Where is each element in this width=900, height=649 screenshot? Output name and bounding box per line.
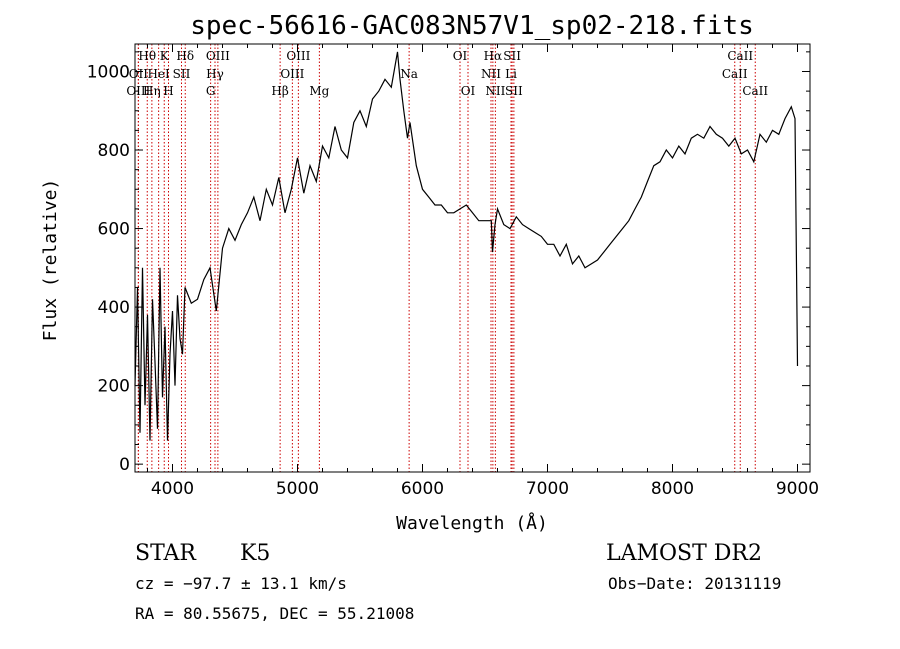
x-axis-ticks: 4000 5000 6000 7000 8000 9000 <box>147 44 819 499</box>
spectral-line-label: Li <box>505 67 517 81</box>
y-tick-label: 1000 <box>87 62 130 82</box>
y-tick-label: 0 <box>119 455 130 475</box>
spectral-line-label: SII <box>503 49 521 63</box>
ra-dec: RA = 80.55675, DEC = 55.21008 <box>135 604 414 623</box>
redshift-cz: cz = −97.7 ± 13.1 km/s <box>135 574 347 593</box>
spectral-line-label: Hγ <box>206 67 224 81</box>
spectral-line-label: Hα <box>484 49 503 63</box>
y-tick-label: 600 <box>98 220 130 240</box>
chart-title: spec-56616-GAC083N57V1_sp02-218.fits <box>190 11 754 41</box>
spectral-line-label: CaII <box>722 67 748 81</box>
y-tick-label: 200 <box>98 377 130 397</box>
spectral-line-label: OIII <box>280 67 304 81</box>
spectral-line-label: NII <box>485 84 505 98</box>
y-axis-ticks: 0 200 400 600 800 1000 <box>87 51 810 475</box>
spectral-line-label: K <box>160 49 170 63</box>
spectral-line-label: OI <box>461 84 476 98</box>
spectral-line-label: Mg <box>309 84 329 98</box>
spectral-line-label: SII <box>505 84 523 98</box>
spectral-line-label: H <box>163 84 173 98</box>
y-tick-label: 400 <box>98 298 130 318</box>
spectral-line-label: NII <box>481 67 501 81</box>
spectral-line-label: Hθ <box>138 49 156 63</box>
y-tick-label: 800 <box>98 141 130 161</box>
x-tick-label: 6000 <box>401 479 444 499</box>
object-class: STAR <box>135 541 197 566</box>
y-axis-label: Flux (relative) <box>40 179 61 342</box>
spectral-line-label: OIII <box>286 49 310 63</box>
spectral-line-markers <box>137 44 756 472</box>
spectral-line-label: CaII <box>727 49 753 63</box>
observation-date: Obs−Date: 20131119 <box>608 574 781 593</box>
spectral-line-label: G <box>206 84 216 98</box>
x-tick-label: 8000 <box>651 479 694 499</box>
spectral-line-label: OII <box>129 67 149 81</box>
spectral-line-label: Na <box>400 67 418 81</box>
spectrum-series-line <box>134 51 799 441</box>
x-tick-label: 4000 <box>151 479 194 499</box>
x-axis-label: Wavelength (Å) <box>396 512 548 534</box>
survey-name: LAMOST DR2 <box>606 541 762 566</box>
spectral-line-label: Hη <box>143 84 161 98</box>
object-subclass: K5 <box>240 541 270 566</box>
spectral-line-label: OIII <box>206 49 230 63</box>
plot-frame <box>134 43 811 473</box>
x-tick-label: 7000 <box>526 479 569 499</box>
spectral-line-label: HeI <box>147 67 170 81</box>
x-tick-label: 5000 <box>276 479 319 499</box>
spectral-line-label: Hδ <box>176 49 194 63</box>
x-tick-label: 9000 <box>776 479 819 499</box>
spectral-line-label: SII <box>173 67 191 81</box>
spectral-line-label: OI <box>453 49 468 63</box>
spectral-line-label: Hβ <box>271 84 288 98</box>
spectral-line-label: CaII <box>742 84 768 98</box>
